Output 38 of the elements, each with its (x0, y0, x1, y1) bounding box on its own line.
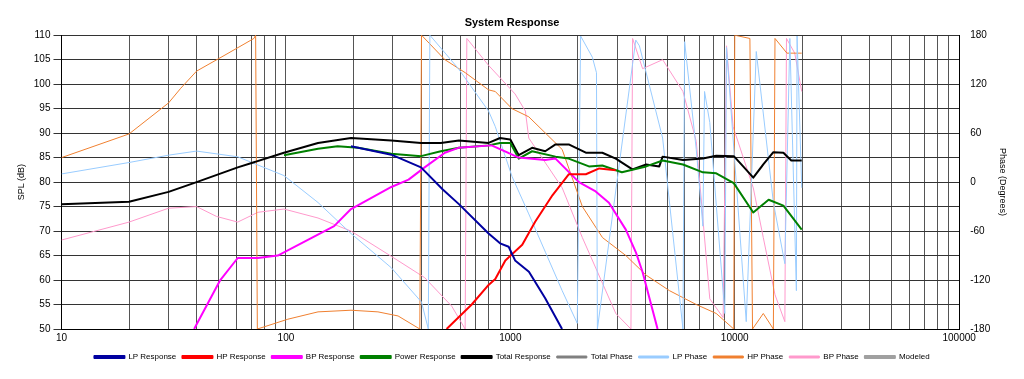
y-tick-label: 105 (33, 53, 51, 65)
legend-label: Power Response (394, 352, 457, 362)
y2-tick-label: 120 (970, 77, 988, 89)
y-tick-label: 85 (39, 151, 51, 163)
y-tick-label: 55 (39, 298, 51, 310)
y-tick-label: 75 (39, 200, 51, 212)
legend-label: HP Phase (747, 352, 784, 362)
y-tick-label: 110 (34, 28, 51, 40)
y-tick-label: 90 (39, 126, 51, 138)
y2-tick-label: 0 (970, 175, 977, 187)
y2-tick-label: 60 (970, 126, 982, 138)
legend-label: Total Response (495, 352, 552, 362)
y-tick-label: 100 (33, 77, 51, 89)
legend-label: LP Phase (672, 352, 708, 362)
y-axis-title: SPL (dB) (15, 164, 26, 201)
x-tick-label: 10000 (720, 331, 750, 343)
legend-label: HP Response (216, 352, 267, 362)
legend-label: BP Phase (823, 352, 860, 362)
y-tick-label: 50 (39, 322, 51, 334)
y-tick-label: 70 (39, 224, 51, 236)
y2-tick-label: -60 (970, 224, 986, 236)
y2-tick-label: 180 (970, 28, 988, 40)
legend-label: BP Response (305, 352, 356, 362)
x-tick-label: 1000 (499, 331, 522, 343)
y-tick-label: 80 (39, 175, 51, 187)
y2-axis-title: Phase (Degrees) (998, 148, 1009, 217)
x-tick-label: 100000 (942, 331, 977, 343)
x-tick-label: 10 (55, 331, 68, 343)
legend-label: Modeled (898, 352, 930, 362)
legend-label: Total Phase (590, 352, 634, 362)
x-tick-label: 100 (277, 331, 295, 343)
y-tick-label: 65 (39, 249, 51, 261)
y-tick-label: 95 (39, 102, 51, 114)
y2-tick-label: -180 (970, 322, 991, 334)
y-tick-label: 60 (39, 273, 51, 285)
legend-label: LP Response (128, 352, 177, 362)
chart-title: System Response (464, 15, 560, 28)
y2-tick-label: -120 (970, 273, 991, 285)
